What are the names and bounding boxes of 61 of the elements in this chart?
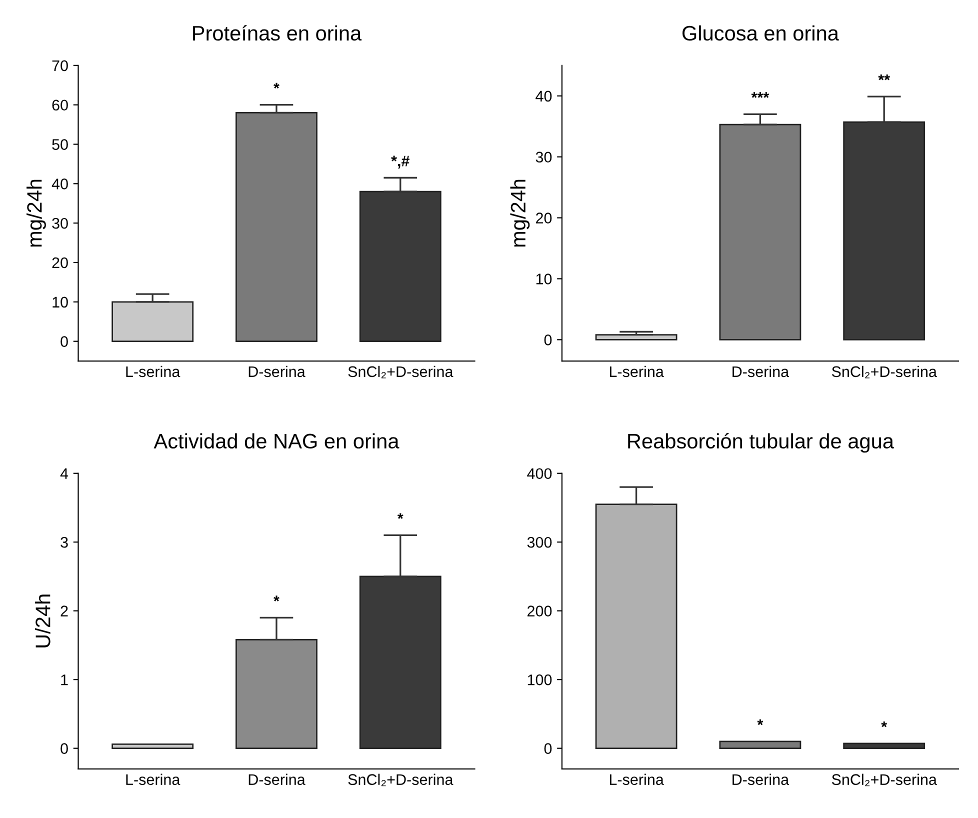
y-tick-label: 30: [536, 152, 552, 163]
annotation: *: [274, 596, 280, 602]
y-axis-title: U/24h: [35, 594, 50, 648]
x-tick-label: L-serina: [126, 366, 180, 378]
bar: [719, 740, 802, 749]
y-tick-label: 20: [52, 257, 68, 268]
bar: [595, 334, 678, 340]
y-tick-label: 100: [528, 674, 552, 686]
x-tick-label: D-serina: [248, 774, 306, 786]
y-tick-label: 60: [52, 100, 68, 111]
chart-title: Proteínas en orina: [193, 25, 362, 41]
bar: [359, 576, 442, 749]
x-tick-label: L-serina: [610, 774, 664, 786]
y-tick-label: 10: [536, 274, 552, 284]
annotation: **: [878, 74, 890, 80]
chart-title: Glucosa en orina: [682, 25, 839, 41]
y-tick-label: 3: [60, 536, 68, 548]
bar: [236, 112, 318, 342]
x-tick-label: SnCl₂+D-serina: [348, 366, 454, 378]
y-tick-label: 50: [52, 139, 68, 150]
bar: [843, 742, 926, 749]
y-tick-label: 70: [52, 60, 68, 72]
annotation: *: [881, 721, 888, 728]
y-tick-label: 40: [52, 178, 68, 190]
y-tick-label: 20: [536, 212, 552, 224]
annotation: *: [397, 513, 404, 519]
annotation: *: [274, 82, 280, 89]
y-axis-title: mg/24h: [510, 180, 530, 247]
annotation: *,#: [391, 156, 410, 169]
bar: [359, 190, 442, 342]
x-tick-label: D-serina: [732, 774, 790, 786]
x-tick-label: SnCl₂+D-serina: [832, 366, 937, 378]
y-tick-label: 10: [52, 296, 68, 308]
chart-title: Actividad de NAG en orina: [154, 433, 400, 449]
x-tick-label: D-serina: [248, 366, 306, 378]
y-tick-label: 40: [536, 90, 552, 102]
bar: [719, 124, 802, 340]
y-tick-label: 0: [60, 743, 68, 754]
y-tick-label: 200: [528, 606, 552, 617]
chart-title: Reabsorción tubular de agua: [628, 433, 894, 453]
x-tick-label: D-serina: [732, 366, 790, 378]
annotation: ***: [751, 92, 770, 98]
y-tick-label: 4: [60, 468, 68, 479]
y-axis-title: mg/24h: [26, 180, 46, 247]
x-tick-label: L-serina: [610, 366, 664, 378]
bar: [112, 743, 194, 749]
bar: [595, 504, 678, 749]
annotation: *: [757, 719, 764, 726]
y-tick-label: 0: [60, 336, 68, 347]
y-tick-label: 0: [544, 743, 552, 754]
x-tick-label: SnCl₂+D-serina: [348, 774, 454, 786]
y-tick-label: 2: [60, 606, 68, 616]
x-tick-label: SnCl₂+D-serina: [832, 774, 937, 786]
y-tick-label: 300: [527, 536, 552, 548]
y-tick-label: 30: [52, 218, 68, 229]
y-tick-label: 1: [61, 674, 68, 686]
y-tick-label: 400: [527, 468, 552, 480]
bar: [112, 301, 194, 342]
x-tick-label: L-serina: [126, 774, 180, 786]
bar: [236, 638, 318, 749]
y-tick-label: 0: [544, 334, 552, 346]
